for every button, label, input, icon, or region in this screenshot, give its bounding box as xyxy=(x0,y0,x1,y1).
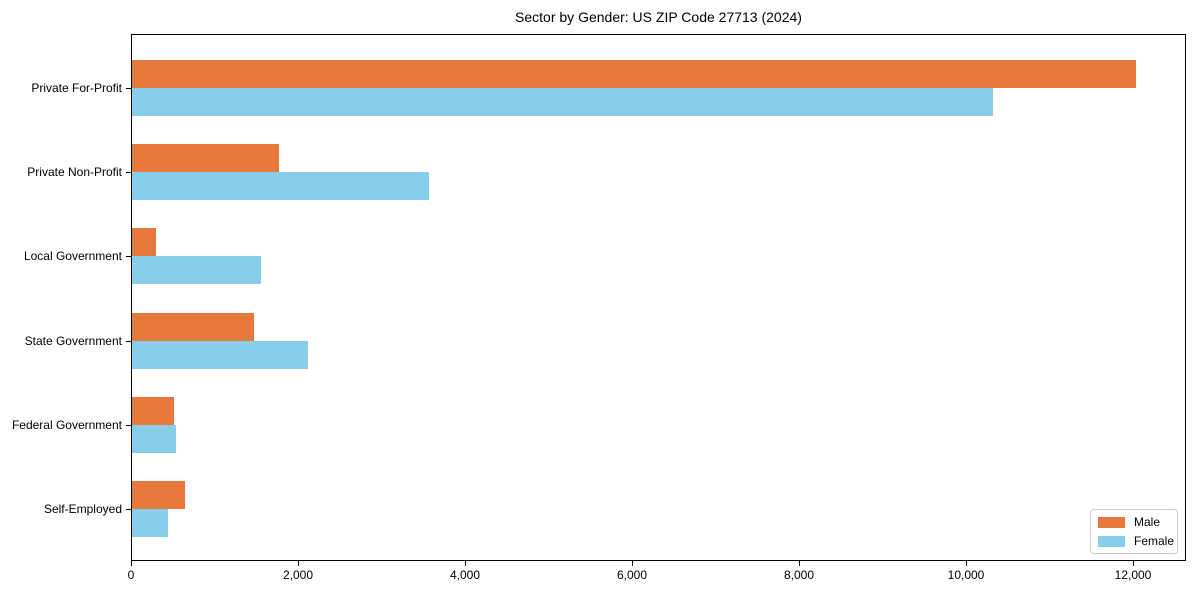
x-tick-mark xyxy=(799,561,800,566)
bar-male-private-for-profit xyxy=(132,60,1136,88)
bar-male-federal-government xyxy=(132,397,174,425)
legend-item-male: Male xyxy=(1098,515,1170,530)
y-tick-mark xyxy=(126,509,131,510)
bar-male-self-employed xyxy=(132,481,186,509)
y-tick-label-self-employed: Self-Employed xyxy=(43,502,122,516)
legend-label-male: Male xyxy=(1134,515,1161,529)
x-tick-label-10000: 10,000 xyxy=(947,568,985,582)
x-tick-label-12000: 12,000 xyxy=(1114,568,1152,582)
bar-female-federal-government xyxy=(132,425,177,453)
female-series-swatch xyxy=(1098,536,1125,547)
x-tick-label-2000: 2,000 xyxy=(282,568,314,582)
x-tick-label-0: 0 xyxy=(127,568,135,582)
y-tick-label-local-government: Local Government xyxy=(23,249,122,263)
y-tick-mark xyxy=(126,256,131,257)
plot-area xyxy=(131,34,1186,561)
y-tick-mark xyxy=(126,341,131,342)
y-tick-label-private-for-profit: Private For-Profit xyxy=(31,81,122,95)
y-tick-label-state-government: State Government xyxy=(24,334,122,348)
chart-title: Sector by Gender: US ZIP Code 27713 (202… xyxy=(515,9,802,25)
x-tick-mark xyxy=(1133,561,1134,566)
male-series-swatch xyxy=(1098,517,1125,528)
x-tick-mark xyxy=(632,561,633,566)
bar-female-private-non-profit xyxy=(132,172,430,200)
legend-label-female: Female xyxy=(1134,534,1175,548)
bar-female-self-employed xyxy=(132,509,168,537)
bar-female-private-for-profit xyxy=(132,88,993,116)
y-tick-mark xyxy=(126,425,131,426)
bar-female-local-government xyxy=(132,256,262,284)
y-tick-mark xyxy=(126,172,131,173)
y-tick-label-private-non-profit: Private Non-Profit xyxy=(27,165,122,179)
x-tick-label-6000: 6,000 xyxy=(616,568,648,582)
bar-male-state-government xyxy=(132,313,254,341)
x-tick-mark xyxy=(298,561,299,566)
x-tick-mark xyxy=(966,561,967,566)
bar-female-state-government xyxy=(132,341,309,369)
x-tick-label-8000: 8,000 xyxy=(783,568,815,582)
y-tick-label-federal-government: Federal Government xyxy=(11,418,122,432)
y-tick-mark xyxy=(126,88,131,89)
legend: Male Female xyxy=(1090,509,1178,554)
bar-male-local-government xyxy=(132,228,157,256)
x-tick-label-4000: 4,000 xyxy=(449,568,481,582)
x-tick-mark xyxy=(131,561,132,566)
legend-item-female: Female xyxy=(1098,534,1174,549)
bar-male-private-non-profit xyxy=(132,144,279,172)
x-tick-mark xyxy=(465,561,466,566)
